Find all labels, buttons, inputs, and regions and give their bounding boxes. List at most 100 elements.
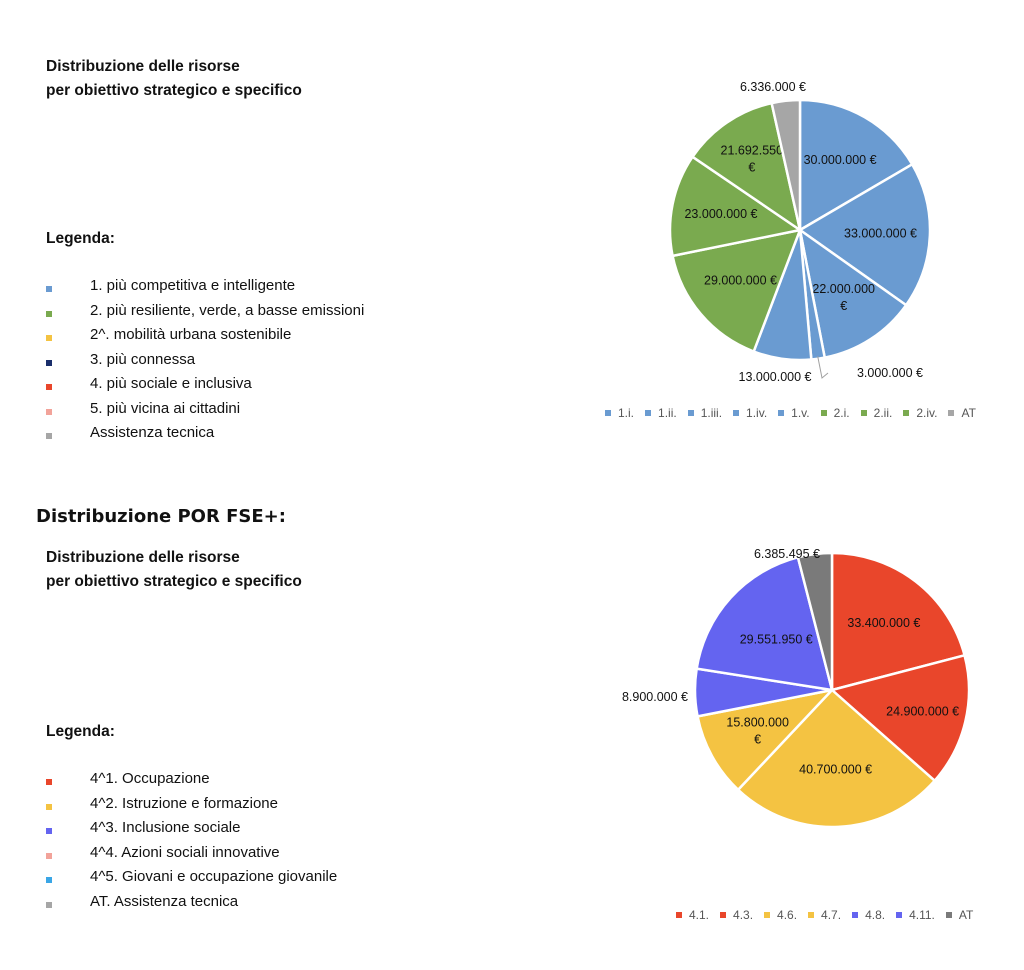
fse-legend-label: 4^1. Occupazione [90,770,210,787]
fse-series-legend-item: 4.11. [896,908,935,922]
fesr-title-line1: Distribuzione delle risorse [46,58,240,75]
fesr-legend-bullet-icon [46,335,52,341]
fesr-legend-label: 2^. mobilità urbana sostenibile [90,326,292,343]
fse-legend-bullet-icon [46,828,52,834]
fse-section: Distribuzione POR FSE+: Distribuzione de… [0,470,1024,970]
fesr-series-name: 1.ii. [658,406,677,420]
fesr-data-label-2-iv: 21.692.550 € [721,144,784,175]
fesr-pie-chart: 30.000.000 € 33.000.000 € 22.000.000 € 3.000… [668,80,932,384]
fesr-legend-bullet-icon [46,310,52,317]
fse-series-name: 4.3. [733,908,754,922]
fse-series-name: 4.8. [865,908,886,922]
fse-series-legend: 4.1. 4.3. 4.6. 4.7. 4.8. 4.11. AT [676,908,973,922]
fse-slice-4-7 [696,688,834,792]
fesr-slice-1-ii [798,163,932,307]
fse-series-swatch-icon [720,912,727,918]
fesr-data-label-1-v: 13.000.000 € [739,370,812,384]
fesr-series-swatch-icon [645,410,652,416]
fesr-slice-2-i [671,228,802,353]
fesr-section: Distribuzione delle risorse per obiettiv… [0,0,1024,470]
fesr-series-name: 1.iii. [700,406,723,420]
fse-series-legend-item: 4.8. [852,908,885,922]
fesr-series-name: 2.i. [833,406,850,420]
fesr-series-legend: 1.i. 1.ii. 1.iii. 1.iv. 1.v. 2.i. 2.ii. 2.iv. AT [605,406,976,420]
fse-series-swatch-icon [676,912,682,918]
fse-data-label-4-11: 29.551.950 € [740,632,813,646]
fesr-slice-2-ii [668,155,802,258]
fse-series-legend-item: AT [945,908,974,922]
fse-legend-bullet-icon [46,901,52,908]
fesr-data-label-2-i: 29.000.000 € [704,273,777,287]
fesr-data-label-1-i: 30.000.000 € [804,153,877,167]
fse-series-legend-item: 4.3. [720,908,753,922]
fse-series-legend-item: 4.1. [676,908,709,922]
fse-section-heading: Distribuzione POR FSE+: [36,506,286,527]
fse-legend-bullet-icon [46,803,52,810]
fesr-series-name: 1.iv. [746,406,768,420]
fse-series-swatch-icon [764,912,771,918]
fse-legend-label: 4^5. Giovani e occupazione giovanile [90,868,338,885]
fse-data-label-at: 6.385.495 € [754,547,820,561]
fesr-data-label-2-ii: 23.000.000 € [684,207,757,221]
fse-slice-4-1 [830,551,966,692]
fesr-series-swatch-icon [778,410,785,416]
fse-title-line1: Distribuzione delle risorse [46,549,240,566]
fesr-legend-bullet-icon [46,359,52,366]
fesr-series-name: 2.ii. [873,406,893,420]
fesr-series-legend-item: 2.ii. [860,406,893,420]
fesr-leader-line [817,356,829,379]
fesr-series-name: 2.iv. [916,406,938,420]
fesr-series-legend-item: 2.i. [820,406,850,420]
fse-legend-bullet-icon [46,877,52,883]
fesr-slice-1-iii [798,228,908,359]
fesr-series-swatch-icon [733,410,740,416]
fesr-legend-bullet-icon [46,286,52,292]
fesr-series-name: 1.i. [618,406,635,420]
fesr-series-swatch-icon [948,410,955,416]
fesr-series-legend-item: 2.iv. [903,406,937,420]
fesr-series-legend-item: 1.ii. [645,406,677,420]
fesr-data-label-1-iii: 22.000.000 € [812,282,875,313]
fse-legend-label: 4^3. Inclusione sociale [90,819,241,836]
fse-legend-bullet-icon [46,852,52,859]
fse-legend-label: 4^4. Azioni sociali innovative [90,843,280,861]
fse-slice-4-11 [695,556,834,692]
fse-series-name: 4.1. [689,908,710,922]
fesr-slice-2-iv [691,101,802,232]
fse-data-label-4-7: 15.800.000 € [726,716,789,747]
fse-data-label-4-6: 40.700.000 € [799,762,872,776]
fesr-legend-heading: Legenda: [46,230,115,247]
fse-series-legend-item: 4.7. [808,908,841,922]
fse-data-label-4-1: 33.400.000 € [847,616,920,630]
fse-series-name: 4.11. [909,908,935,922]
fse-data-label-4-8: 8.900.000 € [622,690,688,704]
fse-series-legend-item: 4.6. [764,908,797,922]
fesr-series-legend-item: 1.iii. [687,406,723,420]
fse-slice-4-3 [830,654,971,782]
fesr-chart-title: Distribuzione delle risorse per obiettiv… [46,55,302,103]
fesr-data-label-at: 6.336.000 € [740,80,806,94]
fesr-legend-label: 3. più connessa [90,350,196,368]
fesr-series-legend-item: 1.v. [778,406,810,420]
fesr-series-swatch-icon [687,410,694,416]
fesr-data-label-1-iv: 3.000.000 € [857,366,923,380]
fse-legend-label: AT. Assistenza tecnica [90,892,239,910]
fesr-slice-1-i [798,98,914,232]
fse-legend-bullet-icon [46,779,52,785]
fse-title-line2: per obiettivo strategico e specifico [46,573,302,590]
fesr-series-legend-item: AT [948,406,976,420]
fse-chart-title: Distribuzione delle risorse per obiettiv… [46,546,302,594]
fesr-series-swatch-icon [820,410,827,416]
fesr-legend-label: Assistenza tecnica [90,424,215,441]
fse-legend-heading: Legenda: [46,723,115,740]
fesr-series-swatch-icon [605,410,611,416]
fse-series-name: AT [958,908,974,922]
fesr-legend-label: 5. più vicina ai cittadini [90,399,241,417]
fesr-series-name: 1.v. [791,406,810,420]
fesr-legend-bullet-icon [46,408,52,415]
fesr-series-swatch-icon [903,410,910,416]
fse-slice-4-6 [736,688,936,829]
fesr-series-legend-item: 1.iv. [733,406,767,420]
fse-series-name: 4.6. [777,908,798,922]
fse-legend-label: 4^2. Istruzione e formazione [90,794,278,812]
